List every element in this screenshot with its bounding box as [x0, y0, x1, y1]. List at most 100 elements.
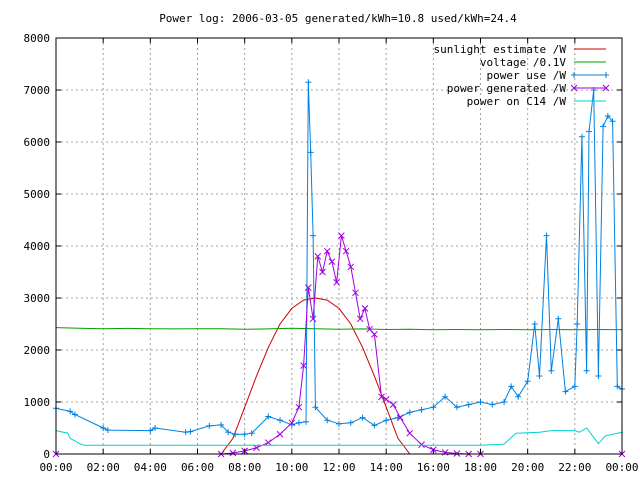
data-point — [389, 401, 397, 408]
series-layer — [52, 79, 626, 458]
legend-label: sunlight estimate /W — [434, 43, 567, 56]
data-point — [307, 149, 314, 156]
x-tick-label: 10:00 — [275, 461, 308, 474]
data-point — [442, 393, 449, 400]
x-tick-label: 18:00 — [464, 461, 497, 474]
y-tick-label: 6000 — [24, 136, 51, 149]
y-tick-label: 4000 — [24, 240, 51, 253]
x-tick-label: 16:00 — [417, 461, 450, 474]
series-line — [55, 327, 623, 331]
data-point — [310, 232, 317, 239]
data-point — [453, 404, 460, 411]
series-line — [55, 427, 623, 446]
data-point — [225, 429, 232, 436]
data-point — [218, 421, 225, 428]
series-3 — [52, 232, 626, 458]
data-point — [152, 425, 159, 431]
series-1 — [55, 327, 623, 331]
data-point — [571, 72, 577, 78]
data-point — [324, 417, 331, 424]
data-point — [583, 367, 590, 374]
data-point — [253, 444, 260, 452]
data-point — [100, 425, 107, 431]
data-point — [361, 305, 369, 312]
data-point — [508, 383, 515, 390]
data-point — [265, 413, 272, 420]
data-point — [333, 279, 340, 286]
data-point — [562, 388, 569, 395]
data-point — [288, 419, 296, 427]
data-point — [543, 232, 550, 239]
x-tick-label: 00:00 — [39, 461, 72, 474]
data-point — [319, 268, 326, 276]
data-point — [232, 431, 239, 438]
data-point — [309, 315, 317, 323]
data-point — [603, 72, 609, 78]
y-tick-label: 7000 — [24, 84, 51, 97]
data-point — [585, 128, 592, 135]
x-tick-label: 00:00 — [605, 461, 638, 474]
data-point — [295, 403, 303, 411]
data-point — [347, 419, 354, 426]
y-tick-label: 5000 — [24, 188, 51, 201]
x-tick-label: 08:00 — [228, 461, 261, 474]
data-point — [314, 253, 322, 260]
x-tick-label: 06:00 — [181, 461, 214, 474]
y-tick-label: 3000 — [24, 292, 51, 305]
data-point — [312, 404, 319, 411]
data-point — [604, 113, 611, 119]
legend-label: voltage /0.1V — [480, 56, 566, 69]
series-0 — [56, 297, 622, 455]
data-point — [248, 430, 255, 437]
data-point — [602, 84, 610, 92]
data-point — [323, 247, 331, 255]
axis-ticks: 00:00 02:00 04:00 06:00 08:00 10:00 12:00 14:00… — [24, 32, 639, 474]
data-point — [382, 396, 390, 403]
data-point — [524, 378, 531, 385]
data-point — [338, 232, 345, 239]
legend-label: power generated /W — [447, 82, 567, 95]
data-point — [352, 289, 359, 297]
data-point — [371, 422, 378, 429]
data-point — [300, 362, 307, 369]
data-point — [515, 393, 522, 400]
data-point — [206, 422, 213, 429]
series-4 — [55, 427, 623, 446]
data-point — [595, 373, 602, 379]
series-line — [56, 297, 622, 455]
data-point — [396, 414, 404, 421]
data-point — [570, 84, 578, 92]
x-tick-label: 14:00 — [370, 461, 403, 474]
x-tick-label: 22:00 — [558, 461, 591, 474]
y-tick-label: 1000 — [24, 396, 51, 409]
data-point — [71, 411, 78, 418]
legend-label: power on C14 /W — [467, 95, 567, 108]
x-tick-label: 02:00 — [87, 461, 120, 474]
data-point — [304, 284, 312, 291]
data-point — [359, 414, 366, 421]
data-point — [182, 429, 189, 436]
data-point — [241, 431, 248, 438]
data-point — [600, 123, 607, 130]
data-point — [609, 118, 616, 125]
data-point — [305, 79, 312, 86]
data-point — [418, 441, 425, 448]
data-point — [465, 401, 472, 408]
data-point — [536, 373, 543, 379]
chart-title: Power log: 2006-03-05 generated/kWh=10.8… — [159, 12, 517, 25]
data-point — [295, 419, 302, 426]
data-point — [229, 449, 237, 457]
data-point — [578, 133, 585, 140]
data-point — [378, 393, 385, 401]
data-point — [277, 417, 284, 424]
data-point — [555, 315, 562, 322]
data-point — [477, 399, 484, 405]
data-point — [453, 450, 461, 457]
data-point — [67, 408, 74, 415]
data-point — [302, 418, 309, 425]
x-tick-label: 04:00 — [134, 461, 167, 474]
data-point — [336, 420, 342, 427]
data-point — [187, 428, 194, 435]
